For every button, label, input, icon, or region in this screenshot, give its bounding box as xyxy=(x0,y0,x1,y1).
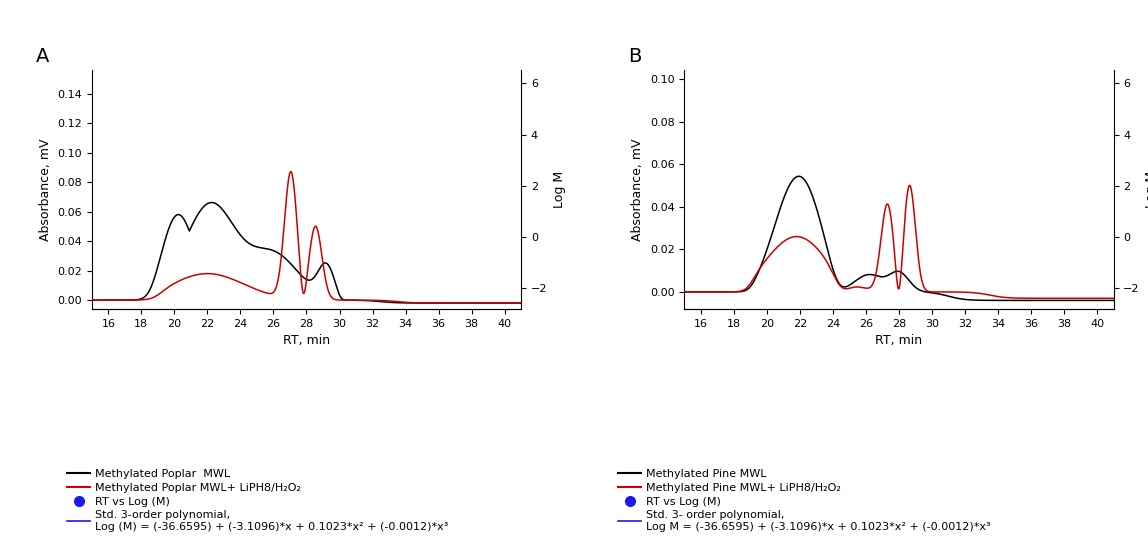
Legend: Methylated Pine MWL, Methylated Pine MWL+ LiPH8/H₂O₂, RT vs Log (M), Std. 3- ord: Methylated Pine MWL, Methylated Pine MWL… xyxy=(614,464,995,537)
Legend: Methylated Poplar  MWL, Methylated Poplar MWL+ LiPH8/H₂O₂, RT vs Log (M), Std. 3: Methylated Poplar MWL, Methylated Poplar… xyxy=(63,464,453,537)
Y-axis label: Log M: Log M xyxy=(553,171,566,208)
Text: B: B xyxy=(628,47,642,66)
Y-axis label: Absorbance, mV: Absorbance, mV xyxy=(39,138,52,241)
X-axis label: RT, min: RT, min xyxy=(876,334,923,347)
X-axis label: RT, min: RT, min xyxy=(282,334,329,347)
Text: A: A xyxy=(36,47,49,66)
Y-axis label: Log M: Log M xyxy=(1146,171,1148,208)
Y-axis label: Absorbance, mV: Absorbance, mV xyxy=(631,138,644,241)
